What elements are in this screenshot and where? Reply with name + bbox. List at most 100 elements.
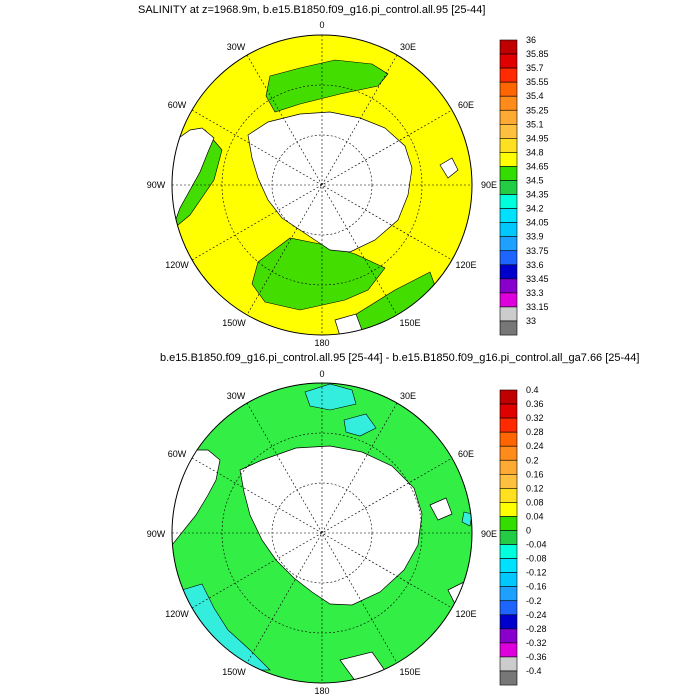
panel-1-colorbar-tick-label: 34.05 (526, 218, 549, 228)
panel-2-colorbar: 0.4 0.36 0.32 0.28 0.24 0.2 0.16 0.12 0.08 0.04 0 -… (499, 385, 547, 686)
panel-2-colorbar-tick-label: -0.24 (526, 610, 547, 620)
panel-1-colorbar-swatch (499, 222, 518, 237)
panel-2-title: b.e15.B1850.f09_g16.pi_control.all.95 [2… (160, 352, 640, 364)
panel-1-colorbar-swatch (499, 166, 518, 181)
panel-1-colorbar-swatch (499, 320, 518, 336)
panel-1-colorbar-tick-label: 33.9 (526, 232, 544, 242)
panel-1-colorbar-tick-label: 33.45 (526, 274, 549, 284)
panel-2-map-border (171, 382, 473, 684)
panel-1-colorbar-tick-label: 35.25 (526, 105, 549, 115)
panel-2-colorbar-tick-label: 0 (526, 526, 531, 536)
panel-1-lon-90w: 90W (147, 180, 166, 190)
panel-1-title: SALINITY at z=1968.9m, b.e15.B1850.f09_g… (138, 4, 486, 16)
panel-2-colorbar-tick-label: -0.16 (526, 582, 547, 592)
panel-1-colorbar-tick-label: 34.2 (526, 204, 544, 214)
panel-2-lon-30e: 30E (400, 391, 416, 401)
panel-2-colorbar-tick-label: -0.36 (526, 652, 547, 662)
panel-2-colorbar-swatch (499, 488, 518, 503)
panel-2-antarctica (239, 445, 423, 606)
panel-2-map: 0 30E 60E 90E 120E 150E 180 150W 120W 90… (147, 369, 497, 696)
panel-2-lon-0: 0 (319, 369, 324, 379)
panel-1-colorbar-tick-label: 33.3 (526, 288, 544, 298)
panel-2-patch-north (304, 383, 357, 411)
panel-1-map-border (171, 34, 473, 336)
panel-1-colorbar-swatch (499, 124, 518, 139)
panel-2-colorbar-swatch (499, 600, 518, 616)
panel-1-lon-90e: 90E (481, 180, 497, 190)
panel-2-colorbar-tick-label: -0.32 (526, 638, 547, 648)
panel-1-colorbar-swatch (499, 109, 518, 125)
panel-1-map: 0 30E 60E 90E 120E 150E 180 150W 120W 90… (147, 20, 497, 348)
panel-1-colorbar-tick-label: 35.55 (526, 77, 549, 87)
panel-1-colorbar-tick-label: 35.1 (526, 119, 544, 129)
panel-1-lon-0: 0 (319, 20, 324, 30)
panel-2-colorbar-tick-label: -0.12 (526, 568, 547, 578)
panel-2-colorbar-swatch (499, 586, 518, 602)
panel-2-colorbar-swatch (499, 502, 518, 517)
panel-2-colorbar-swatch (499, 473, 518, 489)
panel-1-colorbar-tick-label: 33.15 (526, 302, 549, 312)
panel-2-colorbar-tick-label: -0.28 (526, 624, 547, 634)
panel-2-colorbar-swatch (499, 431, 518, 447)
panel-1-lon-60e: 60E (458, 100, 474, 110)
panel-1-colorbar-tick-label: 33.6 (526, 260, 544, 270)
panel-2-colorbar-tick-label: 0.04 (526, 511, 544, 521)
panel-2-colorbar-tick-label: -0.2 (526, 596, 542, 606)
panel-1-colorbar: 36 35.85 35.7 35.55 35.4 35.25 35.1 34.95 34.8 34… (499, 35, 549, 336)
panel-2-lon-30w: 30W (227, 391, 246, 401)
panel-1-lon-120w: 120W (165, 260, 189, 270)
panel-2-colorbar-swatch (499, 614, 518, 630)
panel-2-colorbar-swatch (499, 459, 518, 475)
panel-1-colorbar-swatch (499, 264, 518, 280)
panel-1-colorbar-tick-label: 33.75 (526, 246, 549, 256)
panel-1-colorbar-swatch (499, 39, 518, 55)
panel-2-patch-east (461, 511, 472, 527)
panel-1-colorbar-tick-label: 35.7 (526, 63, 544, 73)
panel-1-colorbar-tick-label: 36 (526, 35, 536, 45)
panel-2-shelf-patch-a (429, 497, 453, 521)
panel-2-colorbar-swatch (499, 417, 518, 433)
panel-2-colorbar-swatch (499, 516, 518, 531)
panel-2-secondary-field (181, 383, 472, 671)
panel-2-colorbar-swatch (499, 642, 518, 658)
panel-2-lon-90e: 90E (481, 529, 497, 539)
panel-1-antarctica (247, 111, 413, 253)
panel-1-colorbar-swatch (499, 194, 518, 209)
panel-1-colorbar-tick-label: 35.85 (526, 49, 549, 59)
panel-1-colorbar-swatch (499, 53, 518, 69)
panel-1-shelf-patch-a (439, 157, 459, 179)
panel-1-lon-labels: 0 30E 60E 90E 120E 150E 180 150W 120W 90… (147, 20, 497, 348)
panel-2-colorbar-swatch (499, 445, 518, 461)
panel-1-colorbar-tick-label: 34.35 (526, 190, 549, 200)
panel-1-colorbar-swatch (499, 138, 518, 153)
panel-2-lon-150e: 150E (399, 667, 420, 677)
panel-2-lon-60w: 60W (168, 449, 187, 459)
panel-1-patch-pacific (251, 237, 386, 311)
panel-1-colorbar-swatch (499, 152, 518, 167)
panel-2-colorbar-tick-label: 0.2 (526, 455, 539, 465)
panel-2-lon-labels: 0 30E 60E 90E 120E 150E 180 150W 120W 90… (147, 369, 497, 696)
panel-1-colorbar-swatch (499, 292, 518, 308)
panel-1-lon-30e: 30E (400, 42, 416, 52)
panel-2-colorbar-tick-label: 0.16 (526, 469, 544, 479)
panel-2-colorbar-swatch (499, 544, 518, 559)
panel-2-lon-120e: 120E (455, 609, 476, 619)
panel-2-colorbar-tick-label: 0.08 (526, 497, 544, 507)
panel-2-lon-60e: 60E (458, 449, 474, 459)
panel-2-colorbar-swatch (499, 403, 518, 419)
panel-2-patch-northeast (343, 413, 377, 437)
panel-2-graticule (172, 383, 472, 683)
panel-2-colorbar-tick-label: -0.04 (526, 540, 547, 550)
panel-1-colorbar-tick-label: 34.8 (526, 147, 544, 157)
panel-1-colorbar-swatch (499, 236, 518, 252)
panel-2-colorbar-tick-label: 0.24 (526, 441, 544, 451)
panel-2-colorbar-swatch (499, 572, 518, 588)
panel-1-lon-180: 180 (314, 338, 329, 348)
panel-1-colorbar-tick-label: 33 (526, 316, 536, 326)
panel-2-colorbar-swatch (499, 389, 518, 405)
panel-2-lon-150w: 150W (222, 667, 246, 677)
panel-1-colorbar-swatch (499, 180, 518, 195)
panel-2-lon-120w: 120W (165, 609, 189, 619)
panel-2-colorbar-tick-label: 0.36 (526, 399, 544, 409)
